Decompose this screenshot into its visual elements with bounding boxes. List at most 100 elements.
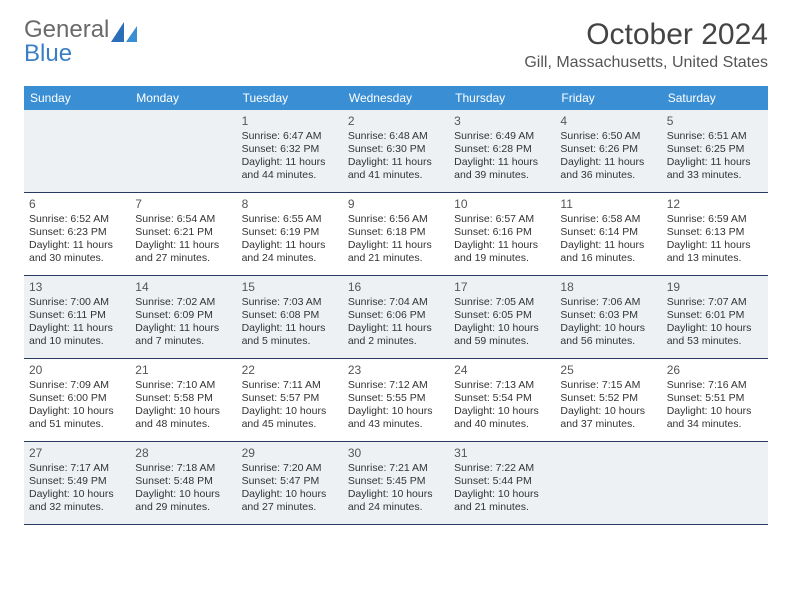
daylight-text: Daylight: 10 hours and 40 minutes.	[454, 405, 550, 431]
daylight-text: Daylight: 11 hours and 36 minutes.	[560, 156, 656, 182]
daylight-text: Daylight: 11 hours and 33 minutes.	[667, 156, 763, 182]
calendar-cell: 31Sunrise: 7:22 AMSunset: 5:44 PMDayligh…	[449, 442, 555, 524]
location: Gill, Massachusetts, United States	[524, 54, 768, 72]
sunset-text: Sunset: 6:06 PM	[348, 309, 444, 322]
daylight-text: Daylight: 11 hours and 7 minutes.	[135, 322, 231, 348]
calendar-cell: 21Sunrise: 7:10 AMSunset: 5:58 PMDayligh…	[130, 359, 236, 441]
day-header: Thursday	[449, 86, 555, 110]
day-number: 6	[29, 197, 125, 211]
calendar-cell: 19 Sunrise: 7:07 AMSunset: 6:01 PMDayligh…	[662, 276, 768, 358]
sunrise-text: Sunrise: 6:51 AM	[667, 130, 763, 143]
sunset-text: Sunset: 6:16 PM	[454, 226, 550, 239]
day-number: 5	[667, 114, 763, 128]
sunset-text: Sunset: 5:45 PM	[348, 475, 444, 488]
day-number: 21	[135, 363, 231, 377]
week-row: 6Sunrise: 6:52 AMSunset: 6:23 PMDaylight…	[24, 193, 768, 276]
calendar-cell: 8Sunrise: 6:55 AMSunset: 6:19 PMDaylight…	[237, 193, 343, 275]
sunset-text: Sunset: 6:08 PM	[242, 309, 338, 322]
daylight-text: Daylight: 11 hours and 24 minutes.	[242, 239, 338, 265]
sunrise-text: Sunrise: 7:18 AM	[135, 462, 231, 475]
daylight-text: Daylight: 10 hours and 43 minutes.	[348, 405, 444, 431]
calendar-cell	[24, 110, 130, 192]
calendar-cell: 10Sunrise: 6:57 AMSunset: 6:16 PMDayligh…	[449, 193, 555, 275]
sunset-text: Sunset: 6:21 PM	[135, 226, 231, 239]
day-header: Sunday	[24, 86, 130, 110]
sunset-text: Sunset: 6:32 PM	[242, 143, 338, 156]
calendar-cell: 17Sunrise: 7:05 AMSunset: 6:05 PMDayligh…	[449, 276, 555, 358]
calendar-cell: 20Sunrise: 7:09 AMSunset: 6:00 PMDayligh…	[24, 359, 130, 441]
day-number: 18	[560, 280, 656, 294]
day-number: 28	[135, 446, 231, 460]
sunrise-text: Sunrise: 6:58 AM	[560, 213, 656, 226]
calendar-cell	[662, 442, 768, 524]
sunset-text: Sunset: 5:58 PM	[135, 392, 231, 405]
sunset-text: Sunset: 6:26 PM	[560, 143, 656, 156]
day-number: 16	[348, 280, 444, 294]
daylight-text: Daylight: 10 hours and 29 minutes.	[135, 488, 231, 514]
calendar: Sunday Monday Tuesday Wednesday Thursday…	[24, 86, 768, 525]
sunrise-text: Sunrise: 7:17 AM	[29, 462, 125, 475]
calendar-cell: 18Sunrise: 7:06 AMSunset: 6:03 PMDayligh…	[555, 276, 661, 358]
daylight-text: Daylight: 11 hours and 19 minutes.	[454, 239, 550, 265]
sunset-text: Sunset: 6:18 PM	[348, 226, 444, 239]
daylight-text: Daylight: 10 hours and 56 minutes.	[560, 322, 656, 348]
sunset-text: Sunset: 5:44 PM	[454, 475, 550, 488]
day-number: 9	[348, 197, 444, 211]
calendar-cell: 24 Sunrise: 7:13 AMSunset: 5:54 PMDayligh…	[449, 359, 555, 441]
day-number: 25	[560, 363, 656, 377]
sunset-text: Sunset: 6:01 PM	[667, 309, 763, 322]
day-number: 24	[454, 363, 550, 377]
day-number: 11	[560, 197, 656, 211]
sunrise-text: Sunrise: 6:52 AM	[29, 213, 125, 226]
sunset-text: Sunset: 5:52 PM	[560, 392, 656, 405]
sunset-text: Sunset: 6:25 PM	[667, 143, 763, 156]
daylight-text: Daylight: 11 hours and 2 minutes.	[348, 322, 444, 348]
day-number: 4	[560, 114, 656, 128]
calendar-cell: 28 Sunrise: 7:18 AMSunset: 5:48 PMDayligh…	[130, 442, 236, 524]
sunset-text: Sunset: 5:47 PM	[242, 475, 338, 488]
calendar-cell: 7Sunrise: 6:54 AMSunset: 6:21 PMDaylight…	[130, 193, 236, 275]
sunrise-text: Sunrise: 7:13 AM	[454, 379, 550, 392]
daylight-text: Daylight: 11 hours and 13 minutes.	[667, 239, 763, 265]
sunset-text: Sunset: 5:54 PM	[454, 392, 550, 405]
sunrise-text: Sunrise: 7:20 AM	[242, 462, 338, 475]
daylight-text: Daylight: 10 hours and 53 minutes.	[667, 322, 763, 348]
daylight-text: Daylight: 11 hours and 5 minutes.	[242, 322, 338, 348]
daylight-text: Daylight: 10 hours and 37 minutes.	[560, 405, 656, 431]
month-title: October 2024	[524, 18, 768, 52]
calendar-cell: 15Sunrise: 7:03 AMSunset: 6:08 PMDayligh…	[237, 276, 343, 358]
sunrise-text: Sunrise: 6:49 AM	[454, 130, 550, 143]
day-number: 17	[454, 280, 550, 294]
weeks-container: 1Sunrise: 6:47 AMSunset: 6:32 PMDaylight…	[24, 110, 768, 525]
sunrise-text: Sunrise: 7:16 AM	[667, 379, 763, 392]
day-number: 20	[29, 363, 125, 377]
sunrise-text: Sunrise: 6:54 AM	[135, 213, 231, 226]
sunset-text: Sunset: 5:49 PM	[29, 475, 125, 488]
day-number: 15	[242, 280, 338, 294]
daylight-text: Daylight: 11 hours and 21 minutes.	[348, 239, 444, 265]
sunrise-text: Sunrise: 7:07 AM	[667, 296, 763, 309]
daylight-text: Daylight: 11 hours and 39 minutes.	[454, 156, 550, 182]
sunset-text: Sunset: 6:00 PM	[29, 392, 125, 405]
day-number: 19	[667, 280, 763, 294]
day-header: Wednesday	[343, 86, 449, 110]
day-number: 10	[454, 197, 550, 211]
daylight-text: Daylight: 11 hours and 27 minutes.	[135, 239, 231, 265]
sunset-text: Sunset: 6:28 PM	[454, 143, 550, 156]
daylight-text: Daylight: 10 hours and 27 minutes.	[242, 488, 338, 514]
day-number: 29	[242, 446, 338, 460]
week-row: 13Sunrise: 7:00 AMSunset: 6:11 PMDayligh…	[24, 276, 768, 359]
day-number: 2	[348, 114, 444, 128]
calendar-cell: 27Sunrise: 7:17 AMSunset: 5:49 PMDayligh…	[24, 442, 130, 524]
calendar-cell: 13Sunrise: 7:00 AMSunset: 6:11 PMDayligh…	[24, 276, 130, 358]
daylight-text: Daylight: 10 hours and 51 minutes.	[29, 405, 125, 431]
sunset-text: Sunset: 5:48 PM	[135, 475, 231, 488]
logo-sail-icon	[111, 22, 137, 42]
daylight-text: Daylight: 11 hours and 30 minutes.	[29, 239, 125, 265]
calendar-cell: 22Sunrise: 7:11 AMSunset: 5:57 PMDayligh…	[237, 359, 343, 441]
day-number: 13	[29, 280, 125, 294]
sunrise-text: Sunrise: 7:02 AM	[135, 296, 231, 309]
sunset-text: Sunset: 6:23 PM	[29, 226, 125, 239]
calendar-cell: 29 Sunrise: 7:20 AMSunset: 5:47 PMDayligh…	[237, 442, 343, 524]
day-header: Saturday	[662, 86, 768, 110]
